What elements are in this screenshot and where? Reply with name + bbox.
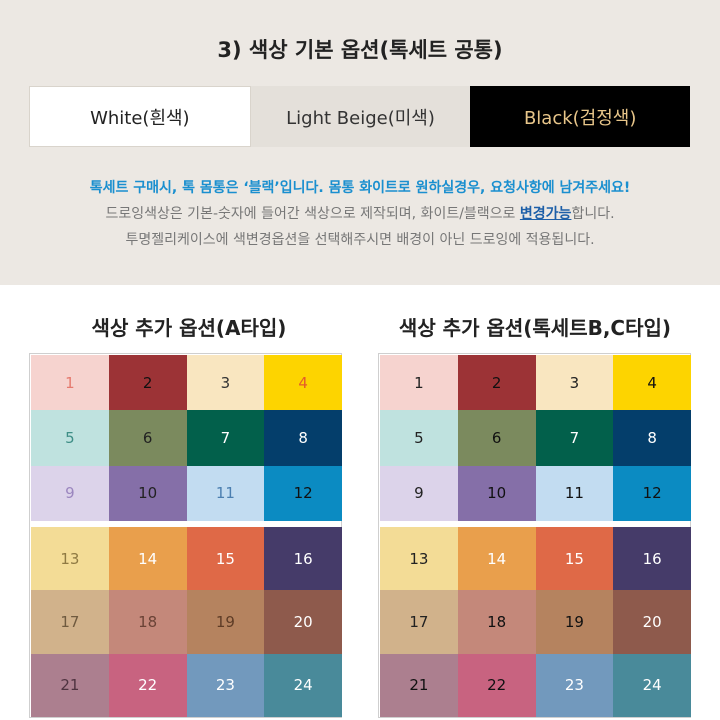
a-swatch-18[interactable]: 18 <box>108 590 187 654</box>
a-swatch-21[interactable]: 21 <box>31 653 109 717</box>
a-swatch-19[interactable]: 19 <box>186 590 265 654</box>
bc-swatch-7[interactable]: 7 <box>535 410 614 466</box>
a-swatch-5[interactable]: 5 <box>31 410 109 466</box>
base-color-options: White(흰색) Light Beige(미색) Black(검정색) <box>29 86 691 147</box>
bc-swatch-6[interactable]: 6 <box>457 410 536 466</box>
bc-swatch-12[interactable]: 12 <box>613 465 691 521</box>
bc-swatch-14[interactable]: 14 <box>457 527 536 591</box>
a-swatch-9[interactable]: 9 <box>31 465 109 521</box>
notes-block: 톡세트 구매시, 톡 몸통은 ‘블랙’입니다. 몸통 화이트로 원하실경우, 요… <box>0 175 720 253</box>
bc-swatch-24[interactable]: 24 <box>613 653 691 717</box>
swatch-grid-a: 1 2 3 4 5 6 7 8 9 10 11 12 13 14 15 16 17 18 19 20 21 22 23 24 <box>29 353 342 718</box>
a-swatch-23[interactable]: 23 <box>186 653 265 717</box>
swatch-block-a-lower: 13 14 15 16 17 18 19 20 21 22 23 24 <box>31 527 342 717</box>
bc-swatch-13[interactable]: 13 <box>380 527 458 591</box>
bc-swatch-23[interactable]: 23 <box>535 653 614 717</box>
a-swatch-13[interactable]: 13 <box>31 527 109 591</box>
a-swatch-16[interactable]: 16 <box>264 527 342 591</box>
bc-swatch-8[interactable]: 8 <box>613 410 691 466</box>
section-title-a-type: 색상 추가 옵션(A타입) <box>91 316 287 340</box>
bc-swatch-21[interactable]: 21 <box>380 653 458 717</box>
bc-swatch-17[interactable]: 17 <box>380 590 458 654</box>
swatch-block-bc-upper: 1 2 3 4 5 6 7 8 9 10 11 12 <box>380 355 691 521</box>
bc-swatch-15[interactable]: 15 <box>535 527 614 591</box>
a-swatch-10[interactable]: 10 <box>108 465 187 521</box>
a-swatch-22[interactable]: 22 <box>108 653 187 717</box>
note-line-2-end: 합니다. <box>571 206 615 222</box>
bc-swatch-10[interactable]: 10 <box>457 465 536 521</box>
a-swatch-7[interactable]: 7 <box>186 410 265 466</box>
a-swatch-2[interactable]: 2 <box>108 355 187 411</box>
bc-swatch-20[interactable]: 20 <box>613 590 691 654</box>
option-black[interactable]: Black(검정색) <box>470 86 691 147</box>
section-title-bc-type: 색상 추가 옵션(톡세트B,C타입) <box>398 316 672 340</box>
note-line-2: 드로잉색상은 기본-숫자에 들어간 색상으로 제작되며, 화이트/블랙으로 변경… <box>0 201 720 227</box>
note-line-1: 톡세트 구매시, 톡 몸통은 ‘블랙’입니다. 몸통 화이트로 원하실경우, 요… <box>89 180 631 196</box>
swatch-grid-bc: 1 2 3 4 5 6 7 8 9 10 11 12 13 14 15 16 17 18 19 20 21 22 23 24 <box>378 353 691 718</box>
swatch-block-a-upper: 1 2 3 4 5 6 7 8 9 10 11 12 <box>31 355 342 521</box>
a-swatch-24[interactable]: 24 <box>264 653 342 717</box>
a-swatch-20[interactable]: 20 <box>264 590 342 654</box>
a-swatch-1[interactable]: 1 <box>31 355 109 411</box>
a-swatch-12[interactable]: 12 <box>264 465 342 521</box>
option-white[interactable]: White(흰색) <box>29 86 251 147</box>
bc-swatch-1[interactable]: 1 <box>380 355 458 411</box>
a-swatch-17[interactable]: 17 <box>31 590 109 654</box>
section-title-basic: 3) 색상 기본 옵션(톡세트 공통) <box>217 38 503 62</box>
bc-swatch-22[interactable]: 22 <box>457 653 536 717</box>
note-line-2-text: 드로잉색상은 기본-숫자에 들어간 색상으로 제작되며, 화이트/블랙으로 <box>105 206 520 222</box>
a-swatch-8[interactable]: 8 <box>264 410 342 466</box>
bc-swatch-11[interactable]: 11 <box>535 465 614 521</box>
bc-swatch-4[interactable]: 4 <box>613 355 691 411</box>
a-swatch-4[interactable]: 4 <box>264 355 342 411</box>
bc-swatch-19[interactable]: 19 <box>535 590 614 654</box>
bc-swatch-9[interactable]: 9 <box>380 465 458 521</box>
bc-swatch-3[interactable]: 3 <box>535 355 614 411</box>
bc-swatch-5[interactable]: 5 <box>380 410 458 466</box>
a-swatch-6[interactable]: 6 <box>108 410 187 466</box>
bc-swatch-18[interactable]: 18 <box>457 590 536 654</box>
a-swatch-3[interactable]: 3 <box>186 355 265 411</box>
a-swatch-11[interactable]: 11 <box>186 465 265 521</box>
a-swatch-15[interactable]: 15 <box>186 527 265 591</box>
swatch-block-bc-lower: 13 14 15 16 17 18 19 20 21 22 23 24 <box>380 527 691 717</box>
bc-swatch-16[interactable]: 16 <box>613 527 691 591</box>
bc-swatch-2[interactable]: 2 <box>457 355 536 411</box>
a-swatch-14[interactable]: 14 <box>108 527 187 591</box>
note-line-3: 투명젤리케이스에 색변경옵션을 선택해주시면 배경이 아닌 드로잉에 적용됩니다… <box>125 232 595 248</box>
basic-color-section: 3) 색상 기본 옵션(톡세트 공통) White(흰색) Light Beig… <box>0 0 720 285</box>
note-highlight: 변경가능 <box>519 206 572 222</box>
option-light-beige[interactable]: Light Beige(미색) <box>250 86 471 147</box>
